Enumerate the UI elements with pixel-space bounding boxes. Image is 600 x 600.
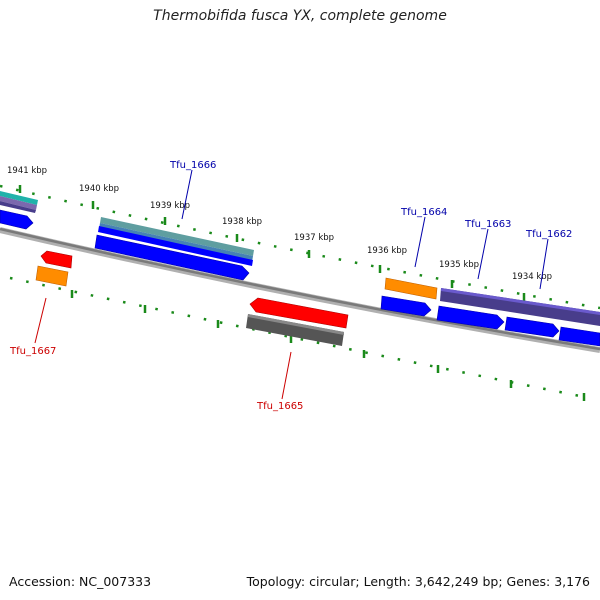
leader-line-1666 (181, 169, 193, 220)
kbp-tick-label: 1939 kbp (150, 201, 190, 211)
gene-label-tfu-1662[interactable]: Tfu_1662 (525, 229, 572, 240)
leader-line-1665 (281, 351, 292, 400)
gene-label-tfu-1665[interactable]: Tfu_1665 (256, 401, 303, 412)
kbp-tick-label: 1935 kbp (439, 260, 479, 270)
gene-blue-1663[interactable] (436, 305, 505, 330)
map-title: Thermobifida fusca YX, complete genome (153, 8, 447, 24)
kbp-tick-label: 1937 kbp (294, 233, 334, 243)
gene-blue-left[interactable] (0, 209, 34, 230)
gene-blue-mid[interactable] (98, 226, 253, 266)
gene-tfu-1667[interactable] (35, 265, 69, 287)
genome-summary-text: Topology: circular; Length: 3,642,249 bp… (246, 574, 590, 589)
kbp-tick-label: 1938 kbp (222, 217, 262, 227)
gene-label-tfu-1667[interactable]: Tfu_1667 (9, 346, 56, 357)
genome-backbone (0, 227, 600, 353)
upper-dotted-track (0, 184, 600, 310)
gene-tfu-1664[interactable] (384, 277, 438, 300)
gene-blue-1664[interactable] (380, 295, 432, 317)
gene-teal-left[interactable] (0, 191, 38, 213)
leader-line-1664 (414, 216, 426, 268)
leader-line-1662 (539, 238, 549, 290)
gene-label-tfu-1664[interactable]: Tfu_1664 (400, 207, 447, 218)
lower-major-ticks (70, 290, 586, 401)
upper-major-ticks (18, 185, 526, 301)
gene-label-tfu-1663[interactable]: Tfu_1663 (464, 219, 511, 230)
gene-blue-long[interactable] (94, 234, 250, 281)
gene-red-1665[interactable] (249, 297, 349, 329)
leader-line-1667 (34, 297, 47, 344)
kbp-tick-label: 1934 kbp (512, 272, 552, 282)
gene-blue-right[interactable] (558, 326, 600, 347)
gene-label-tfu-1666[interactable]: Tfu_1666 (169, 160, 216, 171)
gene-tfu-1663[interactable] (440, 288, 600, 326)
kbp-tick-label: 1936 kbp (367, 246, 407, 256)
kbp-tick-label: 1940 kbp (79, 184, 119, 194)
kbp-tick-label: 1941 kbp (7, 166, 47, 176)
leader-line-1663 (477, 228, 489, 280)
lower-dotted-track (9, 276, 591, 400)
gene-blue-1662[interactable] (504, 316, 560, 338)
gene-tfu-1665[interactable] (246, 314, 344, 346)
accession-text: Accession: NC_007333 (9, 574, 152, 589)
gene-red-1667[interactable] (40, 250, 73, 269)
